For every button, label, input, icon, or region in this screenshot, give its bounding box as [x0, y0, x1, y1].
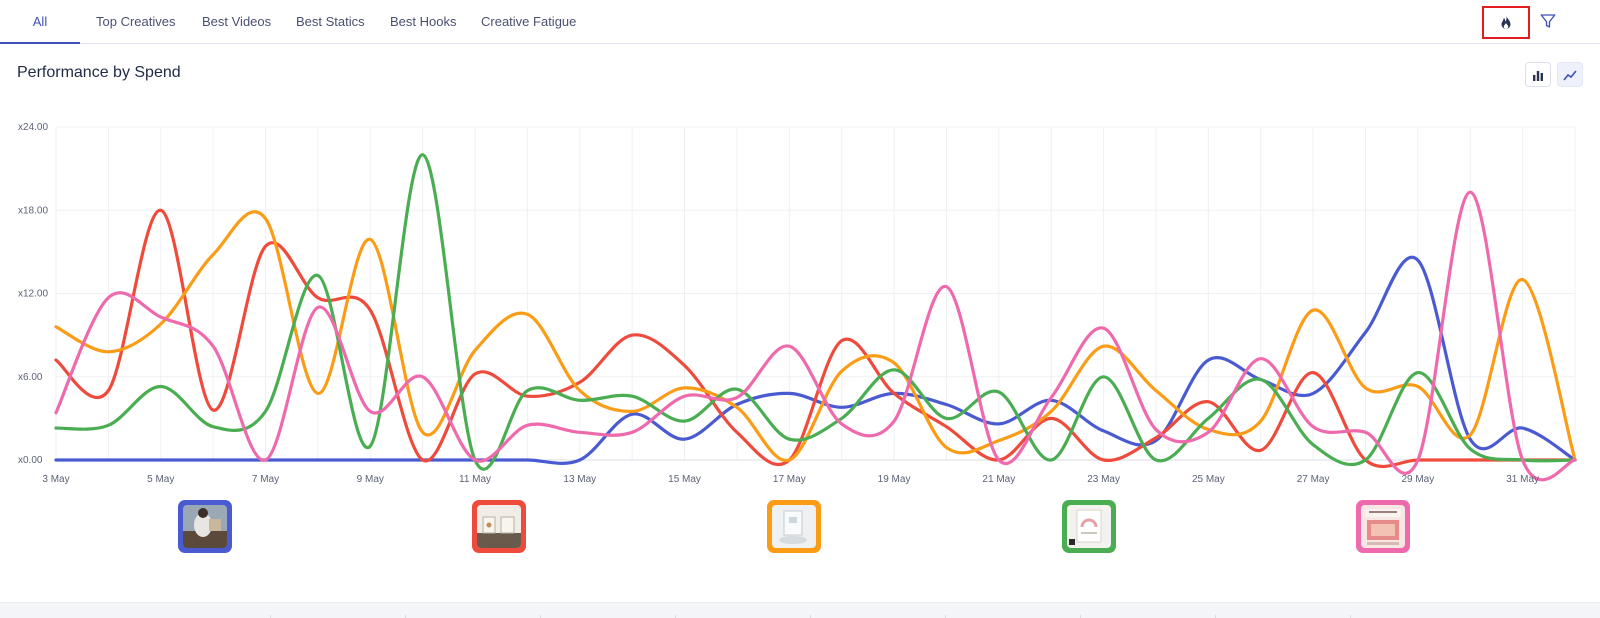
creative-image [1361, 505, 1405, 548]
series-line-green [54, 153, 1577, 471]
creative-image [772, 505, 816, 548]
filter-icon [1540, 14, 1556, 28]
tab-bar: All Top Creatives Best Videos Best Stati… [0, 0, 1600, 44]
tab-best-statics[interactable]: Best Statics [296, 14, 365, 29]
bar-chart-view-button[interactable] [1525, 62, 1551, 87]
creative-thumbnail-red[interactable] [472, 500, 526, 553]
tab-top-creatives[interactable]: Top Creatives [96, 14, 176, 29]
x-tick-label: 11 May [459, 474, 491, 485]
tab-best-hooks[interactable]: Best Hooks [390, 14, 457, 29]
y-tick-label: x12.00 [18, 289, 48, 300]
column-divider [405, 615, 406, 618]
performance-line-chart: x0.00 x6.00 x12.00 x18.00 x24.00 3 May 5 May 7 … [18, 122, 1577, 485]
x-tick-label: 13 May [563, 474, 596, 485]
x-tick-label: 5 May [147, 474, 174, 485]
line-chart-icon [1563, 69, 1577, 80]
column-divider [810, 615, 811, 618]
section-title: Performance by Spend [17, 64, 181, 81]
column-divider [1215, 615, 1216, 618]
x-tick-label: 17 May [773, 474, 806, 485]
filter-button[interactable] [1537, 10, 1559, 32]
column-divider [675, 615, 676, 618]
bottom-table-header [0, 602, 1600, 618]
creative-image [183, 505, 227, 548]
x-tick-label: 31 May [1506, 474, 1539, 485]
x-tick-label: 15 May [668, 474, 701, 485]
hot-creatives-button[interactable] [1482, 6, 1530, 39]
x-tick-label: 19 May [878, 474, 911, 485]
x-tick-label: 7 May [252, 474, 279, 485]
x-tick-label: 25 May [1192, 474, 1225, 485]
series-line-red [54, 208, 1577, 469]
bar-chart-icon [1533, 70, 1543, 81]
column-divider [540, 615, 541, 618]
creative-thumbnail-orange[interactable] [767, 500, 821, 553]
y-tick-label: x18.00 [18, 205, 48, 216]
x-tick-label: 23 May [1087, 474, 1120, 485]
x-tick-label: 29 May [1401, 474, 1434, 485]
x-tick-label: 27 May [1297, 474, 1330, 485]
line-chart-view-button[interactable] [1557, 62, 1583, 87]
column-divider [1350, 615, 1351, 618]
series-line-orange [54, 210, 1577, 462]
tab-creative-fatigue[interactable]: Creative Fatigue [481, 14, 577, 29]
x-tick-label: 3 May [42, 474, 69, 485]
creative-thumbnail-green[interactable] [1062, 500, 1116, 553]
fire-icon [1501, 15, 1511, 29]
column-divider [945, 615, 946, 618]
x-tick-label: 21 May [982, 474, 1015, 485]
column-divider [270, 615, 271, 618]
tab-all[interactable]: All [0, 0, 80, 44]
tab-best-videos[interactable]: Best Videos [202, 14, 272, 29]
column-divider [1080, 615, 1081, 618]
y-tick-label: x24.00 [18, 122, 48, 133]
y-tick-label: x6.00 [18, 372, 43, 383]
series-line-pink [54, 190, 1577, 482]
creative-image [1067, 505, 1111, 548]
x-tick-label: 9 May [357, 474, 384, 485]
y-tick-label: x0.00 [18, 455, 43, 466]
creative-image [477, 505, 521, 548]
creative-thumbnail-blue[interactable] [178, 500, 232, 553]
creative-thumbnail-pink[interactable] [1356, 500, 1410, 553]
